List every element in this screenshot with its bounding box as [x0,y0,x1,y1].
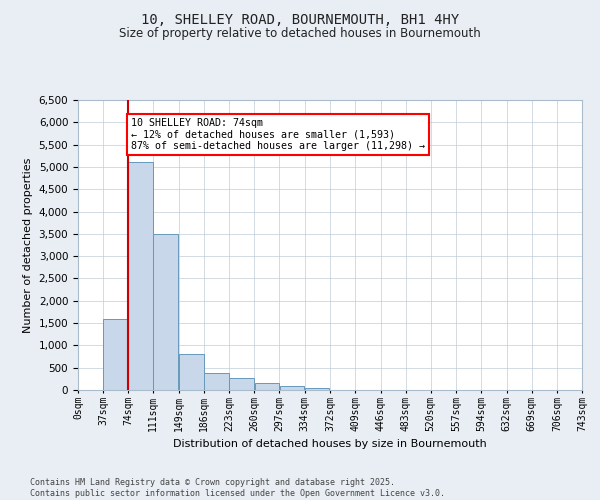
Bar [128,162,153,390]
Y-axis label: Number of detached properties: Number of detached properties [23,158,33,332]
Bar [154,234,178,390]
Text: Size of property relative to detached houses in Bournemouth: Size of property relative to detached ho… [119,28,481,40]
Bar [179,354,204,390]
Bar [305,388,329,390]
Text: 10, SHELLEY ROAD, BOURNEMOUTH, BH1 4HY: 10, SHELLEY ROAD, BOURNEMOUTH, BH1 4HY [141,12,459,26]
Bar [229,378,254,390]
X-axis label: Distribution of detached houses by size in Bournemouth: Distribution of detached houses by size … [173,439,487,449]
Bar [254,383,279,390]
Bar [280,386,304,390]
Text: Contains HM Land Registry data © Crown copyright and database right 2025.
Contai: Contains HM Land Registry data © Crown c… [30,478,445,498]
Bar [103,318,128,390]
Bar [205,372,229,390]
Text: 10 SHELLEY ROAD: 74sqm
← 12% of detached houses are smaller (1,593)
87% of semi-: 10 SHELLEY ROAD: 74sqm ← 12% of detached… [131,118,425,151]
